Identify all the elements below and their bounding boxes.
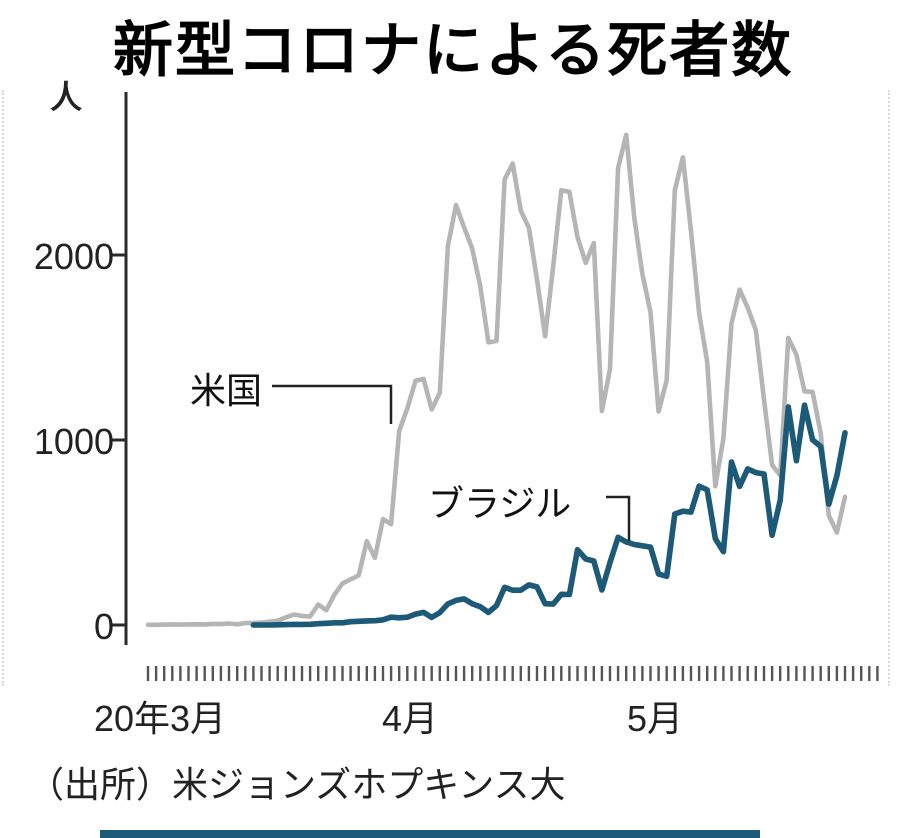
brazil-series-label: ブラジル bbox=[428, 483, 572, 524]
y-axis-unit-label: 人 bbox=[50, 79, 83, 115]
us-label-leader-line bbox=[272, 384, 393, 424]
x-tick-april: 4月 bbox=[381, 698, 439, 739]
x-tick-may: 5月 bbox=[626, 698, 684, 739]
bottom-accent-bar bbox=[100, 830, 760, 838]
brazil-label-leader-line bbox=[606, 495, 631, 541]
chart-title: 新型コロナによる死者数 bbox=[113, 17, 794, 84]
x-axis-daily-ticks bbox=[146, 666, 879, 681]
x-tick-march: 20年3月 bbox=[93, 698, 227, 739]
brazil-line bbox=[250, 402, 848, 628]
y-tick-1000: 1000 bbox=[33, 421, 114, 462]
left-dotted-border bbox=[2, 90, 4, 686]
right-dotted-border bbox=[888, 90, 890, 686]
y-tick-0: 0 bbox=[93, 606, 114, 647]
source-caption: （出所）米ジョンズホプキンス大 bbox=[28, 764, 566, 805]
y-axis-ticks bbox=[110, 253, 126, 627]
us-series-label: 米国 bbox=[190, 370, 263, 411]
y-tick-2000: 2000 bbox=[33, 236, 114, 277]
